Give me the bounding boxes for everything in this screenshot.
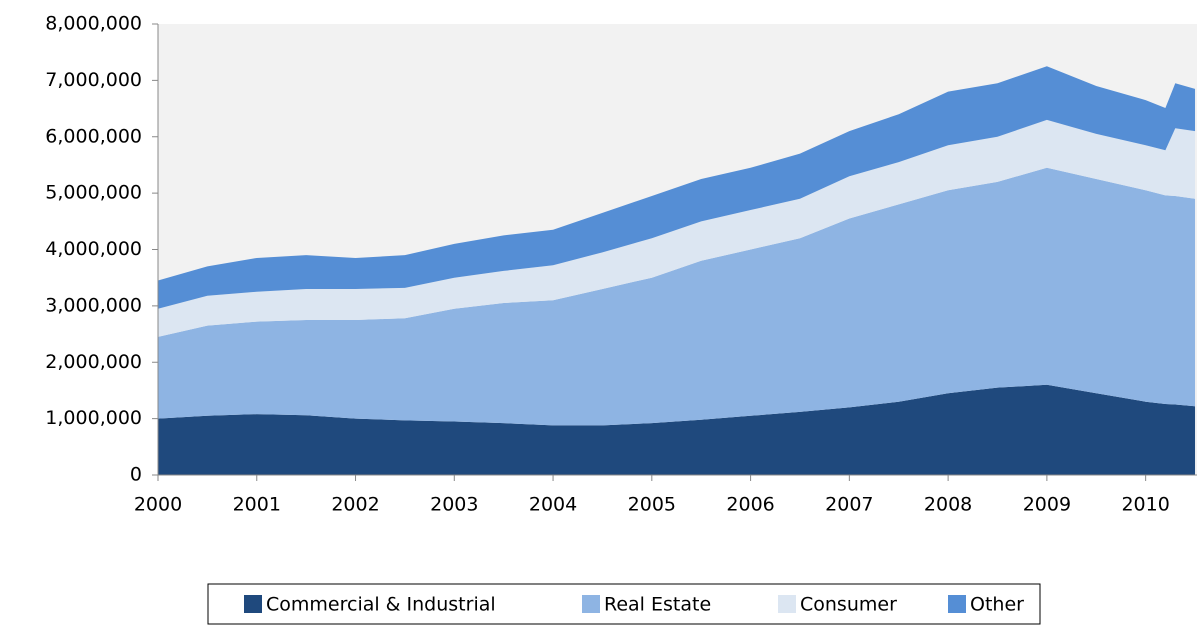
x-tick-label: 2009 bbox=[1023, 494, 1071, 516]
legend-swatch bbox=[582, 595, 600, 613]
y-tick-label: 1,000,000 bbox=[45, 407, 142, 429]
x-tick-label: 2005 bbox=[628, 494, 676, 516]
area bbox=[158, 167, 1196, 426]
x-tick-label: 2000 bbox=[134, 494, 182, 516]
x-tick-label: 2006 bbox=[726, 494, 774, 516]
x-tick-label: 2010 bbox=[1121, 494, 1169, 516]
area bbox=[158, 119, 1196, 337]
x-tick-label: 2004 bbox=[529, 494, 577, 516]
y-tick-label: 8,000,000 bbox=[45, 13, 142, 35]
legend-label: Consumer bbox=[800, 594, 897, 616]
x-tick-label: 2001 bbox=[233, 494, 281, 516]
legend-label: Other bbox=[970, 594, 1024, 616]
y-tick-label: 6,000,000 bbox=[45, 125, 142, 147]
legend-swatch bbox=[948, 595, 966, 613]
x-tick-label: 2008 bbox=[924, 494, 972, 516]
x-tick-label: 2003 bbox=[430, 494, 478, 516]
legend-label: Commercial & Industrial bbox=[266, 594, 496, 616]
area bbox=[158, 66, 1196, 309]
y-tick-label: 0 bbox=[130, 464, 142, 486]
y-tick-label: 2,000,000 bbox=[45, 351, 142, 373]
legend-label: Real Estate bbox=[604, 594, 711, 616]
x-tick-label: 2007 bbox=[825, 494, 873, 516]
legend-swatch bbox=[778, 595, 796, 613]
y-tick-label: 5,000,000 bbox=[45, 182, 142, 204]
y-tick-label: 3,000,000 bbox=[45, 294, 142, 316]
y-tick-label: 7,000,000 bbox=[45, 69, 142, 91]
legend-box bbox=[207, 583, 1041, 625]
y-tick-label: 4,000,000 bbox=[45, 238, 142, 260]
area bbox=[158, 384, 1196, 475]
x-tick-label: 2002 bbox=[331, 494, 379, 516]
legend-swatch bbox=[244, 595, 262, 613]
